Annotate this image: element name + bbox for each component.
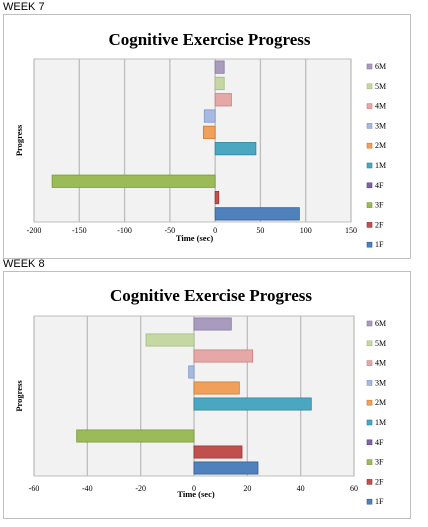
y-axis-label: Progress — [14, 380, 24, 412]
x-axis-label: Time (sec) — [177, 489, 215, 499]
legend-swatch-2m — [366, 399, 373, 406]
legend-swatch-4m — [366, 360, 373, 366]
legend-swatch-2m — [366, 142, 373, 149]
legend-label-4f: 4F — [375, 438, 384, 447]
legend-swatch-4f — [366, 182, 373, 189]
bar-3m — [188, 365, 195, 379]
bar-1m — [214, 142, 257, 156]
x-tick-label: 150 — [345, 226, 357, 235]
chart-week-7: -200 -150 -100 -50 0 50 100 150 Cognitive Exerci… — [3, 14, 411, 259]
x-tick-label: 20 — [243, 484, 251, 493]
bar-6m — [214, 60, 225, 74]
legend-swatch-2f — [366, 222, 373, 228]
plot-area — [33, 58, 352, 223]
week-7-label: WEEK 7 — [3, 1, 45, 13]
bar-3m — [203, 109, 216, 123]
legend-label-2m: 2M — [375, 398, 386, 407]
x-tick-label: 50 — [256, 226, 264, 235]
x-tick-label: -150 — [72, 226, 87, 235]
x-tick-label: 0 — [192, 484, 196, 493]
legend-swatch-3m — [366, 380, 373, 386]
bar-1m — [193, 397, 312, 411]
legend-label-1f: 1F — [375, 240, 384, 249]
x-tick-label: -100 — [117, 226, 132, 235]
legend-label-3f: 3F — [375, 458, 384, 467]
legend-label-6m: 6M — [375, 62, 386, 71]
bar-2m — [202, 125, 216, 139]
legend-label-3m: 3M — [375, 121, 386, 130]
legend-label-3m: 3M — [375, 378, 386, 387]
x-tick-label: -60 — [29, 484, 40, 493]
chart-title: Cognitive Exercise Progress — [108, 30, 310, 49]
x-tick-label: 0 — [213, 226, 217, 235]
bar-4m — [193, 349, 254, 363]
chart-week-8: -60 -40 -20 0 20 40 60 Cognitive Exercise Progr… — [3, 271, 411, 519]
x-tick-label: -20 — [135, 484, 146, 493]
bar-5m — [145, 333, 195, 347]
legend-swatch-5m — [366, 340, 373, 347]
legend-swatch-3f — [366, 459, 373, 465]
x-tick-label: -50 — [165, 226, 176, 235]
x-tick-label: 100 — [300, 226, 312, 235]
x-tick-label: -40 — [82, 484, 93, 493]
legend-label-1f: 1F — [375, 497, 384, 506]
y-axis-label: Progress — [14, 124, 24, 156]
legend-label-4m: 4M — [375, 359, 386, 368]
chart-week-7-svg: -200 -150 -100 -50 0 50 100 150 Cognitive Exerci… — [14, 30, 386, 249]
x-axis-label: Time (sec) — [176, 233, 214, 243]
legend-label-6m: 6M — [375, 319, 386, 328]
x-tick-label: 40 — [297, 484, 305, 493]
bar-1f — [214, 207, 300, 221]
legend-swatch-2f — [366, 479, 373, 485]
bar-1f — [193, 461, 259, 475]
bar-2f — [214, 190, 220, 205]
legend-label-5m: 5M — [375, 339, 386, 348]
legend-label-2m: 2M — [375, 141, 386, 150]
week-8-label: WEEK 8 — [3, 258, 45, 270]
bar-5m — [214, 76, 225, 91]
bar-3f — [51, 174, 216, 188]
legend-swatch-4m — [366, 103, 373, 109]
legend-swatch-6m — [366, 63, 373, 70]
legend-label-1m: 1M — [375, 418, 386, 427]
x-tick-label: -200 — [27, 226, 42, 235]
legend-swatch-1m — [366, 162, 373, 169]
legend-label-3f: 3F — [375, 201, 384, 210]
legend-label-2f: 2F — [375, 477, 384, 486]
bar-6m — [193, 317, 232, 331]
legend-swatch-3m — [366, 123, 373, 129]
legend-swatch-6m — [366, 320, 373, 327]
legend-swatch-1f — [366, 241, 373, 248]
chart-week-8-svg: -60 -40 -20 0 20 40 60 Cognitive Exercise Progr… — [14, 286, 386, 506]
x-tick-label: 60 — [350, 484, 358, 493]
legend-label-2f: 2F — [375, 220, 384, 229]
bar-4m — [214, 93, 232, 107]
legend-label-5m: 5M — [375, 82, 386, 91]
legend-label-4f: 4F — [375, 181, 384, 190]
chart-title: Cognitive Exercise Progress — [110, 286, 312, 305]
bar-2m — [193, 381, 240, 395]
legend-swatch-1f — [366, 498, 373, 505]
legend-label-1m: 1M — [375, 161, 386, 170]
legend-swatch-5m — [366, 83, 373, 90]
legend-label-4m: 4M — [375, 102, 386, 111]
legend-swatch-3f — [366, 202, 373, 208]
bar-3f — [76, 429, 195, 443]
bar-2f — [193, 445, 243, 459]
legend-swatch-4f — [366, 439, 373, 446]
legend-swatch-1m — [366, 419, 373, 426]
